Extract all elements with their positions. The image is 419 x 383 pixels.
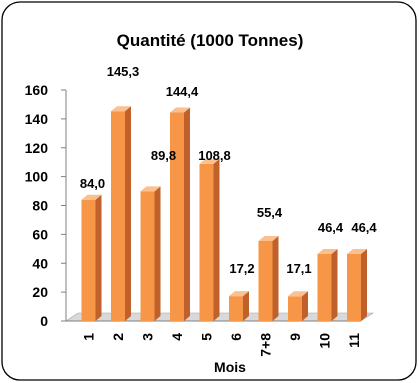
data-label: 17,2	[229, 261, 254, 276]
bar-front	[258, 241, 273, 321]
data-label: 46,4	[318, 220, 344, 235]
bar-front	[199, 163, 214, 321]
bar-front	[111, 111, 125, 322]
y-tick-label: 140	[25, 111, 49, 127]
y-tick-labels: 0 20 40 60 80 100 120 140 160	[25, 82, 66, 329]
bar-side	[361, 249, 367, 321]
x-tick-label: 2	[110, 333, 126, 341]
bar-top	[81, 194, 102, 200]
bar-top	[317, 249, 338, 255]
y-tick-label: 100	[25, 169, 49, 185]
data-label: 17,1	[286, 261, 311, 276]
bar-2	[111, 106, 131, 322]
bar-5	[199, 158, 220, 321]
bar-side	[302, 291, 308, 321]
bar-front	[81, 199, 96, 321]
x-tick-label: 1	[81, 333, 97, 341]
bar-9	[288, 291, 308, 321]
y-tick-label: 120	[25, 140, 49, 156]
bar-side	[331, 249, 338, 321]
x-tick-label: 6	[228, 333, 244, 341]
x-axis-title: Mois	[214, 359, 246, 375]
bar-front	[347, 254, 361, 321]
data-label: 46,4	[351, 220, 377, 235]
y-tick-label: 80	[32, 198, 48, 214]
x-tick-label: 10	[317, 333, 333, 349]
data-labels: 84,0 145,3 89,8 144,4 108,8 17,2 55,4 17,1 46,4 4…	[80, 64, 378, 276]
bar-side	[243, 291, 249, 321]
bar-3	[140, 186, 161, 321]
bars	[81, 106, 367, 322]
bar-10	[317, 249, 338, 321]
bar-top	[258, 236, 279, 242]
bar-side	[184, 107, 190, 322]
bar-front	[140, 191, 155, 321]
chart-title: Quantité (1000 Tonnes)	[117, 31, 304, 50]
bar-6	[229, 291, 249, 321]
y-tick-label: 160	[25, 82, 49, 98]
bar-11	[347, 249, 367, 321]
bar-1	[81, 194, 102, 321]
bar-side	[125, 106, 131, 322]
bar-top	[288, 291, 308, 297]
y-tick-label: 40	[32, 255, 48, 271]
data-label: 144,4	[166, 84, 199, 99]
bar-side	[95, 194, 102, 321]
bar-front	[317, 254, 332, 321]
y-tick-label: 20	[32, 284, 48, 300]
x-tick-label: 9	[287, 333, 303, 341]
bar-top	[111, 106, 131, 112]
bar-side	[272, 236, 279, 321]
data-label: 84,0	[80, 176, 105, 191]
data-label: 55,4	[257, 205, 283, 220]
y-tick-label: 0	[40, 313, 48, 329]
bar-top	[199, 158, 220, 164]
bar-top	[140, 186, 161, 192]
data-label: 108,8	[198, 148, 231, 163]
bar-4	[170, 107, 190, 322]
bar-side	[154, 186, 161, 321]
bar-side	[213, 158, 220, 321]
data-label: 145,3	[107, 64, 140, 79]
bar-front	[229, 296, 243, 321]
bar-front	[170, 112, 184, 322]
bar-top	[347, 249, 367, 255]
y-tick-label: 60	[32, 226, 48, 242]
x-tick-label: 3	[140, 333, 156, 341]
bar-7+8	[258, 236, 279, 321]
bar-top	[229, 291, 249, 297]
x-tick-label: 11	[346, 333, 362, 348]
bar-top	[170, 107, 190, 113]
x-tick-label: 5	[199, 333, 215, 341]
x-tick-label: 7+8	[258, 333, 274, 357]
data-label: 89,8	[151, 148, 176, 163]
bar-front	[288, 296, 302, 321]
x-tick-labels: 1 2 3 4 5 6 7+8 9 10 11	[81, 333, 363, 357]
x-tick-label: 4	[169, 333, 185, 341]
